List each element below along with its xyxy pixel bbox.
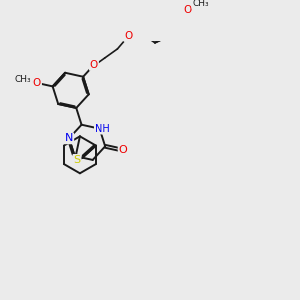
- Text: O: O: [124, 31, 133, 41]
- Text: O: O: [118, 145, 127, 155]
- Text: O: O: [90, 60, 98, 70]
- Text: O: O: [33, 78, 41, 88]
- Text: O: O: [184, 4, 192, 15]
- Text: S: S: [74, 155, 81, 165]
- Text: NH: NH: [95, 124, 110, 134]
- Text: N: N: [65, 133, 73, 143]
- Text: CH₃: CH₃: [192, 0, 209, 8]
- Text: CH₃: CH₃: [15, 75, 31, 84]
